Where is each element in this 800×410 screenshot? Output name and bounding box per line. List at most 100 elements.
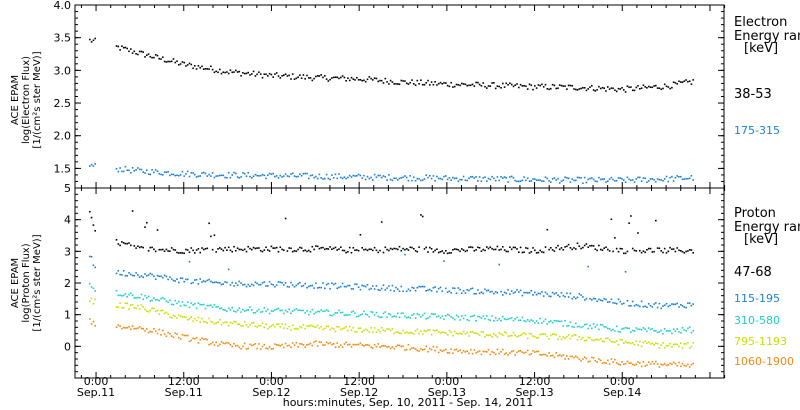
data-point [258,343,260,345]
data-point [210,65,212,68]
data-point [331,174,333,176]
data-point [418,83,420,85]
data-point [680,81,682,83]
y-tick-label: 4.0 [54,0,72,12]
data-point [514,354,516,356]
data-point [398,83,401,85]
data-point [124,327,127,329]
data-point [382,251,385,254]
data-point [131,210,134,212]
data-point [669,87,671,90]
data-point [261,250,264,253]
proton-legend-title-2: Energy ranges [734,220,800,235]
data-point [243,172,246,175]
data-point [146,297,148,299]
data-point [647,327,650,329]
data-point [226,321,228,323]
data-point [469,348,472,351]
data-point [350,76,353,79]
data-point [350,176,353,178]
x-tick-date-label: Sep.11 [77,386,115,399]
data-point [601,249,604,251]
data-point [368,344,371,347]
data-point [236,176,239,178]
data-point [623,342,625,344]
data-point [251,344,253,347]
data-point [181,316,184,318]
data-point [288,344,290,347]
data-point [411,314,413,316]
data-point [363,329,365,332]
data-point [151,299,153,302]
data-point [441,83,444,85]
data-point [601,86,604,89]
data-point [238,280,241,283]
data-point [539,333,541,336]
data-point [236,309,239,311]
data-point [544,318,547,321]
data-point [199,321,201,323]
data-point [507,250,509,253]
data-point [121,170,123,173]
data-point [178,314,180,317]
data-point [363,345,365,347]
data-point [215,70,217,73]
data-point [623,179,625,181]
data-point [405,82,408,85]
data-point [384,330,387,332]
data-point [414,289,417,292]
data-point [560,292,563,294]
data-point [475,249,477,251]
data-point [624,91,627,93]
data-point [373,173,376,176]
data-point [413,176,415,179]
data-point [635,250,638,252]
data-point [560,355,563,357]
data-point [219,318,221,321]
data-point [382,175,385,177]
data-point [359,342,362,344]
data-point [614,302,616,304]
data-point [388,249,390,252]
data-point [183,280,185,283]
data-point [226,310,228,312]
data-point [541,251,543,253]
data-point [284,217,287,220]
data-point [558,182,561,184]
data-point [578,88,581,90]
data-point [402,247,404,250]
data-point [194,279,196,281]
data-point [133,327,136,330]
data-point [592,245,595,247]
data-point [626,360,629,363]
data-point [115,168,118,170]
data-point [90,297,93,300]
data-point [553,333,556,335]
data-point [640,300,643,303]
data-point [486,351,488,353]
data-point [498,352,500,355]
data-point [308,77,310,79]
data-point [163,60,166,63]
y-tick-label: 4 [64,214,71,227]
data-point [220,174,223,177]
data-point [437,315,440,317]
data-point [229,321,232,324]
data-point [397,179,399,181]
data-point [658,178,661,181]
data-point [692,303,694,305]
data-point [240,324,242,327]
data-point [372,347,374,349]
series-38-53 [89,37,694,93]
data-point [382,82,385,84]
data-point [375,77,378,80]
data-point [685,250,687,253]
data-point [213,323,216,325]
data-point [233,285,235,287]
data-point [373,343,376,346]
data-point [284,73,287,75]
data-point [502,348,504,351]
data-point [279,281,282,284]
data-point [277,323,280,325]
data-point [658,302,661,305]
